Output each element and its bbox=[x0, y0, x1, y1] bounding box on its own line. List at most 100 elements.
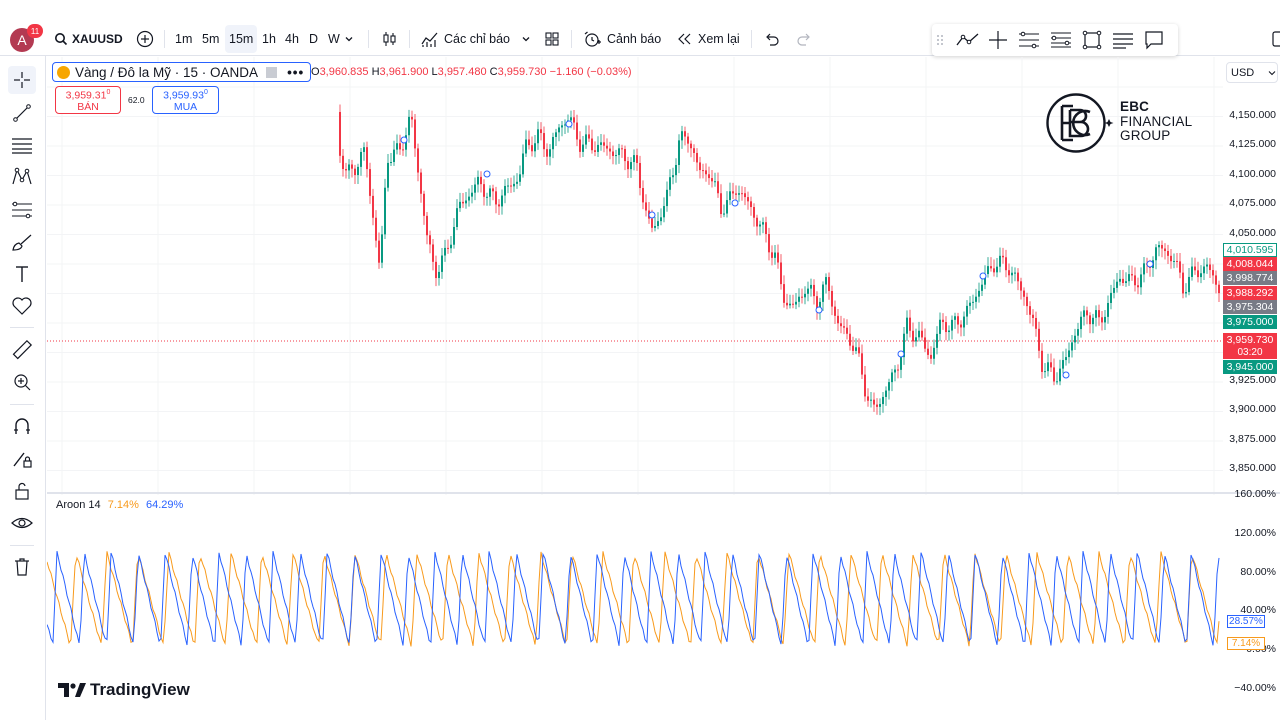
forecast-tool-button[interactable] bbox=[8, 196, 36, 224]
favorites-tool-button[interactable] bbox=[8, 292, 36, 320]
event-marker[interactable] bbox=[897, 350, 905, 358]
candle-body bbox=[900, 357, 902, 370]
indicators-button[interactable]: Các chỉ báo bbox=[421, 22, 510, 56]
candle-body bbox=[801, 296, 803, 298]
price-tag-level: 3,975.304 bbox=[1223, 300, 1277, 314]
timeframe-15m[interactable]: 15m bbox=[225, 25, 258, 53]
event-marker[interactable] bbox=[648, 211, 656, 219]
cursor-tool-button[interactable] bbox=[8, 66, 36, 94]
event-marker[interactable] bbox=[565, 120, 573, 128]
event-marker[interactable] bbox=[731, 199, 739, 207]
layout-templates-button[interactable] bbox=[544, 22, 560, 56]
candle-body bbox=[1071, 342, 1073, 351]
indicators-dropdown[interactable] bbox=[521, 22, 531, 56]
parallel-lines-icon bbox=[12, 138, 32, 154]
candle-body bbox=[1023, 290, 1025, 297]
text-tool-button[interactable] bbox=[8, 260, 36, 288]
panel-toggle-button[interactable] bbox=[1272, 22, 1280, 56]
currency-selector[interactable]: USD bbox=[1226, 62, 1278, 83]
candle-body bbox=[744, 193, 746, 198]
eye-toggle-icon[interactable] bbox=[266, 66, 278, 78]
candle-body bbox=[465, 200, 467, 204]
aroon-axis[interactable]: 160.00% 120.00% 80.00% 40.00% 0.00% −40.… bbox=[1223, 488, 1280, 720]
tradingview-logo[interactable]: TradingView bbox=[58, 680, 190, 700]
lock-all-drawings-button[interactable] bbox=[8, 477, 36, 505]
event-marker[interactable] bbox=[815, 306, 823, 314]
sell-price-decimal: 0 bbox=[106, 88, 111, 96]
alerts-button[interactable]: Cảnh báo bbox=[583, 22, 661, 56]
trend-line-button[interactable] bbox=[8, 99, 36, 127]
more-options-icon[interactable]: ••• bbox=[287, 64, 305, 80]
measure-tool-button[interactable] bbox=[8, 336, 36, 364]
candle-body bbox=[993, 268, 995, 273]
pane-separator[interactable] bbox=[47, 492, 1280, 494]
trend-line-tool-icon[interactable] bbox=[956, 31, 980, 49]
candle-body bbox=[840, 323, 842, 327]
callout-tool-icon[interactable] bbox=[1144, 30, 1164, 50]
pattern-tool-button[interactable] bbox=[8, 163, 36, 191]
candle-body bbox=[363, 147, 365, 152]
candle-body bbox=[645, 202, 647, 211]
hide-drawings-button[interactable] bbox=[8, 509, 36, 537]
candle-body bbox=[561, 125, 563, 128]
indicators-icon bbox=[421, 32, 438, 47]
event-marker[interactable] bbox=[979, 272, 987, 280]
timeframe-d[interactable]: D bbox=[309, 32, 319, 46]
timeframe-dropdown[interactable] bbox=[344, 22, 354, 56]
candle-body bbox=[1050, 362, 1052, 368]
candle-body bbox=[1035, 317, 1037, 329]
buy-button[interactable]: 3,959.930 MUA bbox=[152, 86, 219, 114]
timeframe-w[interactable]: W bbox=[328, 32, 340, 46]
event-marker[interactable] bbox=[1062, 371, 1070, 379]
magnet-mode-button[interactable] bbox=[8, 412, 36, 440]
zoom-tool-button[interactable] bbox=[8, 368, 36, 396]
undo-button[interactable] bbox=[764, 22, 780, 56]
candle-body bbox=[558, 127, 560, 133]
candle-body bbox=[867, 396, 869, 401]
symbol-search-button[interactable]: XAUUSD bbox=[54, 22, 123, 56]
timeframe-1m[interactable]: 1m bbox=[175, 32, 193, 46]
replay-button[interactable]: Xem lại bbox=[677, 22, 740, 56]
text-lines-tool-icon[interactable] bbox=[1112, 31, 1134, 49]
timeframe-1h[interactable]: 1h bbox=[262, 32, 276, 46]
lock-drawing-mode-button[interactable] bbox=[8, 445, 36, 473]
candle-body bbox=[783, 284, 785, 303]
timeframe-5m[interactable]: 5m bbox=[202, 32, 220, 46]
fib-tool-icon[interactable] bbox=[1050, 31, 1072, 49]
brush-tool-button[interactable] bbox=[8, 228, 36, 256]
symbol-legend[interactable]: Vàng / Đô la Mỹ · 15 · OANDA ••• bbox=[52, 62, 312, 82]
grid-icon bbox=[545, 32, 559, 46]
remove-drawings-button[interactable] bbox=[8, 553, 36, 581]
price-axis-label: 4,075.000 bbox=[1229, 197, 1276, 209]
compare-symbol-button[interactable] bbox=[136, 22, 154, 56]
redo-button[interactable] bbox=[796, 22, 812, 56]
event-marker[interactable] bbox=[483, 170, 491, 178]
sell-button[interactable]: 3,959.310 BÁN bbox=[55, 86, 121, 114]
candle-body bbox=[471, 192, 473, 197]
candle-body bbox=[1017, 272, 1019, 282]
candle-body bbox=[924, 337, 926, 349]
price-axis-label: 4,050.000 bbox=[1229, 227, 1276, 239]
aroon-legend[interactable]: Aroon 14 7.14% 64.29% bbox=[56, 499, 183, 511]
price-chart[interactable] bbox=[47, 57, 1223, 495]
toolbar-divider bbox=[368, 30, 369, 48]
timeframe-4h[interactable]: 4h bbox=[285, 32, 299, 46]
candle-body bbox=[975, 296, 977, 302]
event-marker[interactable] bbox=[400, 136, 408, 144]
symbol-description: Vàng / Đô la Mỹ · 15 · OANDA bbox=[75, 64, 259, 80]
candle-body bbox=[447, 247, 449, 249]
horizontal-lines-button[interactable] bbox=[8, 131, 36, 159]
candle-body bbox=[765, 222, 767, 235]
candle-body bbox=[1002, 255, 1004, 258]
crosshair-tool-icon[interactable] bbox=[988, 30, 1008, 50]
candle-body bbox=[375, 217, 377, 241]
aroon-axis-label: 120.00% bbox=[1234, 527, 1276, 539]
pattern-icon bbox=[12, 167, 32, 185]
candle-body bbox=[1077, 329, 1079, 336]
chart-type-button[interactable] bbox=[381, 22, 399, 56]
drag-handle-icon[interactable] bbox=[936, 33, 944, 47]
aroon-chart[interactable] bbox=[47, 545, 1223, 665]
event-marker[interactable] bbox=[1146, 260, 1154, 268]
pitchfork-tool-icon[interactable] bbox=[1018, 31, 1040, 49]
rectangle-tool-icon[interactable] bbox=[1082, 30, 1102, 50]
